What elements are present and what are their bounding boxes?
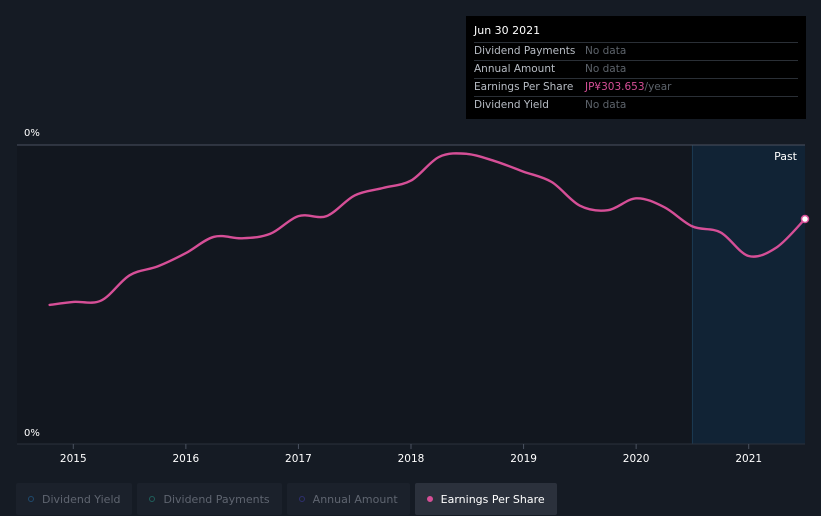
tooltip-panel: Jun 30 2021 Dividend Payments No data An… bbox=[466, 16, 806, 119]
eps-end-marker[interactable] bbox=[800, 214, 810, 224]
tooltip-row-dividend-yield: Dividend Yield No data bbox=[474, 96, 798, 114]
eps-value: JP¥303.653 bbox=[585, 81, 645, 93]
legend-label: Annual Amount bbox=[312, 492, 398, 506]
legend-annual-amount[interactable]: Annual Amount bbox=[286, 483, 410, 515]
past-label: Past bbox=[774, 150, 798, 163]
eps-suffix: /year bbox=[644, 81, 672, 93]
tooltip-label: Dividend Yield bbox=[474, 99, 549, 111]
tooltip-value: No data bbox=[585, 63, 627, 75]
tooltip-row-annual-amount: Annual Amount No data bbox=[474, 60, 798, 78]
x-tick-label: 2018 bbox=[398, 453, 425, 465]
tooltip-row-earnings-per-share: Earnings Per Share JP¥303.653/year bbox=[474, 78, 798, 96]
tooltip-value: No data bbox=[585, 99, 627, 111]
tooltip-label: Annual Amount bbox=[474, 63, 556, 75]
legend-label: Dividend Yield bbox=[42, 492, 121, 506]
dividend-yield-dot-icon bbox=[28, 496, 34, 502]
x-tick-label: 2015 bbox=[60, 453, 87, 465]
dividend-payments-dot-icon bbox=[149, 496, 156, 502]
legend-earnings-per-share[interactable]: Earnings Per Share bbox=[414, 483, 557, 515]
legend-label: Dividend Payments bbox=[163, 492, 270, 506]
x-tick-label: 2020 bbox=[623, 453, 650, 465]
tooltip-value: No data bbox=[585, 45, 627, 57]
x-tick-label: 2017 bbox=[285, 453, 312, 465]
plot-background bbox=[17, 145, 805, 444]
x-tick-label: 2016 bbox=[172, 453, 199, 465]
x-tick-label: 2021 bbox=[735, 453, 762, 465]
legend-dividend-yield[interactable]: Dividend Yield bbox=[16, 483, 133, 515]
tooltip-value: JP¥303.653/year bbox=[585, 79, 672, 96]
past-region bbox=[692, 145, 805, 444]
tooltip-row-dividend-payments: Dividend Payments No data bbox=[474, 42, 798, 60]
earnings-per-share-dot-icon bbox=[426, 496, 433, 502]
legend-label: Earnings Per Share bbox=[440, 492, 545, 506]
eps-series-line bbox=[48, 152, 807, 307]
tooltip-label: Dividend Payments bbox=[474, 45, 576, 57]
tooltip-date: Jun 30 2021 bbox=[474, 24, 541, 37]
y-tick-label-bottom: 0% bbox=[24, 428, 40, 439]
tooltip-label: Earnings Per Share bbox=[474, 81, 574, 93]
x-tick-label: 2019 bbox=[510, 453, 537, 465]
annual-amount-dot-icon bbox=[298, 496, 305, 502]
legend: Dividend Yield Dividend Payments Annual … bbox=[16, 483, 562, 515]
legend-dividend-payments[interactable]: Dividend Payments bbox=[137, 483, 282, 515]
y-tick-label-top: 0% bbox=[24, 128, 40, 139]
